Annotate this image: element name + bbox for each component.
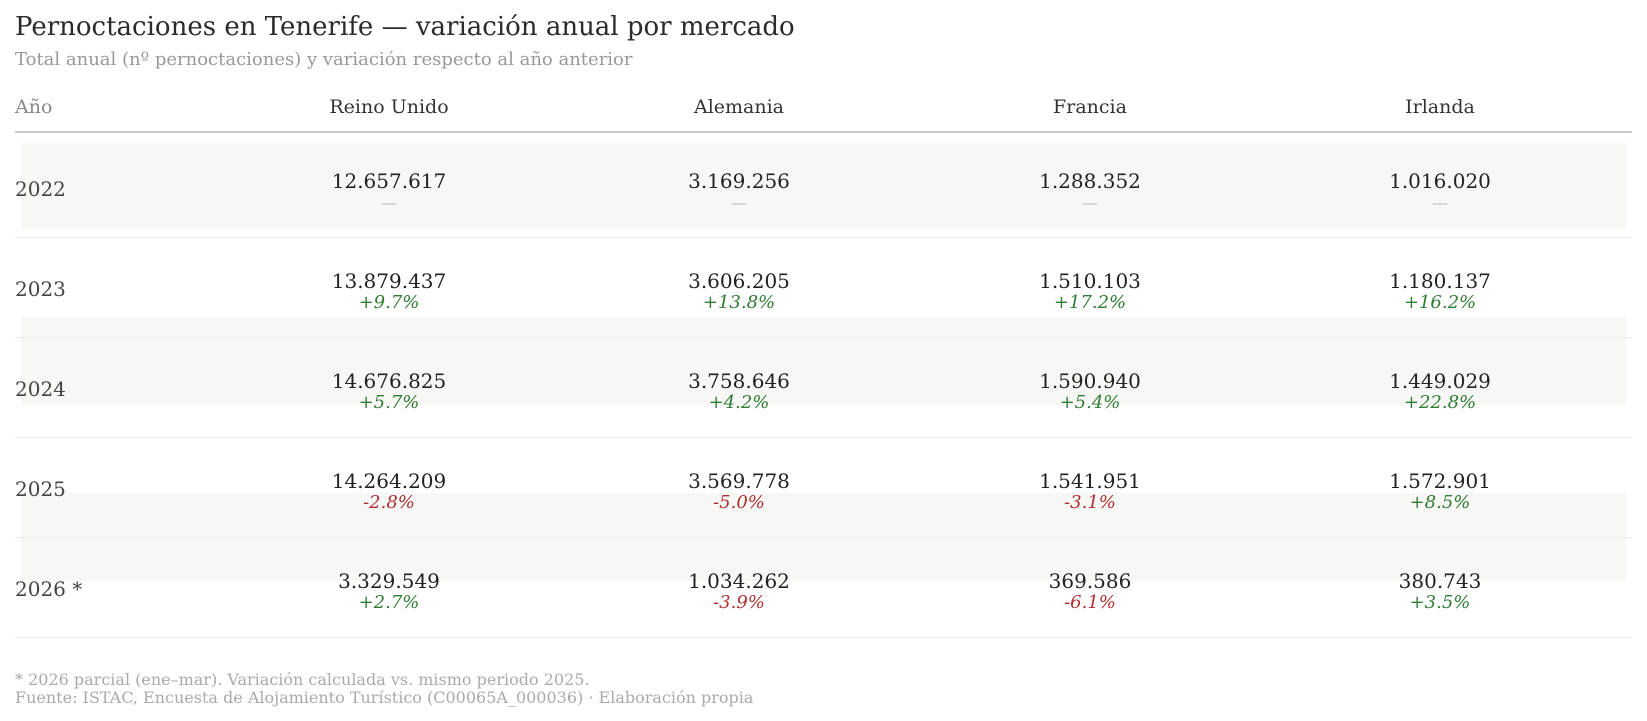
cell-value: 3.569.778 — [688, 469, 790, 493]
cell-value: 380.743 — [1398, 569, 1482, 593]
cell-change: — — [731, 193, 747, 212]
header-rule — [15, 131, 1632, 133]
cell-value: 14.676.825 — [331, 369, 447, 393]
cell-change: +16.2% — [1403, 292, 1477, 313]
cell-value: 1.288.352 — [1039, 169, 1141, 193]
cell-change: +17.2% — [1053, 292, 1127, 313]
cell-change: — — [1432, 193, 1448, 212]
cell-value: 1.449.029 — [1389, 369, 1491, 393]
footnote: * 2026 parcial (ene–mar). Variación calc… — [15, 670, 590, 689]
cell-change: +9.7% — [358, 292, 420, 313]
cell-change: +8.5% — [1409, 492, 1471, 513]
cell-change: -5.0% — [713, 492, 765, 513]
cell-change: +5.7% — [358, 392, 420, 413]
row-band — [21, 537, 1626, 581]
cell-value: 1.510.103 — [1039, 269, 1141, 293]
row-band — [21, 317, 1626, 405]
chart-subtitle: Total anual (nº pernoctaciones) y variac… — [15, 49, 633, 70]
cell-value: 369.586 — [1048, 569, 1132, 593]
row-year: 2023 — [15, 277, 66, 301]
cell-value: 3.169.256 — [688, 169, 790, 193]
cell-change: — — [1082, 193, 1098, 212]
source-note: Fuente: ISTAC, Encuesta de Alojamiento T… — [15, 688, 754, 707]
cell-change: -3.9% — [713, 592, 765, 613]
row-year: 2022 — [15, 177, 66, 201]
row-separator — [15, 337, 1632, 338]
cell-change: +4.2% — [708, 392, 770, 413]
row-band — [21, 143, 1626, 229]
cell-value: 3.329.549 — [338, 569, 440, 593]
cell-change: +2.7% — [358, 592, 420, 613]
cell-value: 1.034.262 — [688, 569, 790, 593]
cell-change: -2.8% — [363, 492, 415, 513]
year-column-header: Año — [15, 96, 53, 118]
cell-change: -3.1% — [1064, 492, 1116, 513]
cell-value: 13.879.437 — [331, 269, 447, 293]
cell-value: 14.264.209 — [331, 469, 447, 493]
cell-value: 3.758.646 — [688, 369, 790, 393]
cell-value: 1.590.940 — [1039, 369, 1141, 393]
row-separator — [15, 637, 1632, 638]
row-separator — [15, 437, 1632, 438]
cell-value: 12.657.617 — [331, 169, 447, 193]
cell-change: +3.5% — [1409, 592, 1471, 613]
row-year: 2025 — [15, 477, 66, 501]
column-header: Irlanda — [1405, 96, 1475, 118]
row-year: 2026 * — [15, 577, 83, 601]
cell-change: +5.4% — [1059, 392, 1121, 413]
chart-title: Pernoctaciones en Tenerife — variación a… — [15, 12, 795, 42]
cell-change: +22.8% — [1403, 392, 1477, 413]
cell-value: 1.541.951 — [1039, 469, 1141, 493]
cell-change: +13.8% — [702, 292, 776, 313]
cell-value: 1.572.901 — [1389, 469, 1491, 493]
row-separator — [15, 237, 1632, 238]
cell-value: 1.016.020 — [1389, 169, 1491, 193]
row-year: 2024 — [15, 377, 66, 401]
cell-change: — — [381, 193, 397, 212]
column-header: Alemania — [693, 96, 785, 118]
row-separator — [15, 537, 1632, 538]
cell-value: 3.606.205 — [688, 269, 790, 293]
cell-value: 1.180.137 — [1389, 269, 1491, 293]
cell-change: -6.1% — [1064, 592, 1116, 613]
column-header: Reino Unido — [329, 96, 449, 118]
column-header: Francia — [1053, 96, 1127, 118]
